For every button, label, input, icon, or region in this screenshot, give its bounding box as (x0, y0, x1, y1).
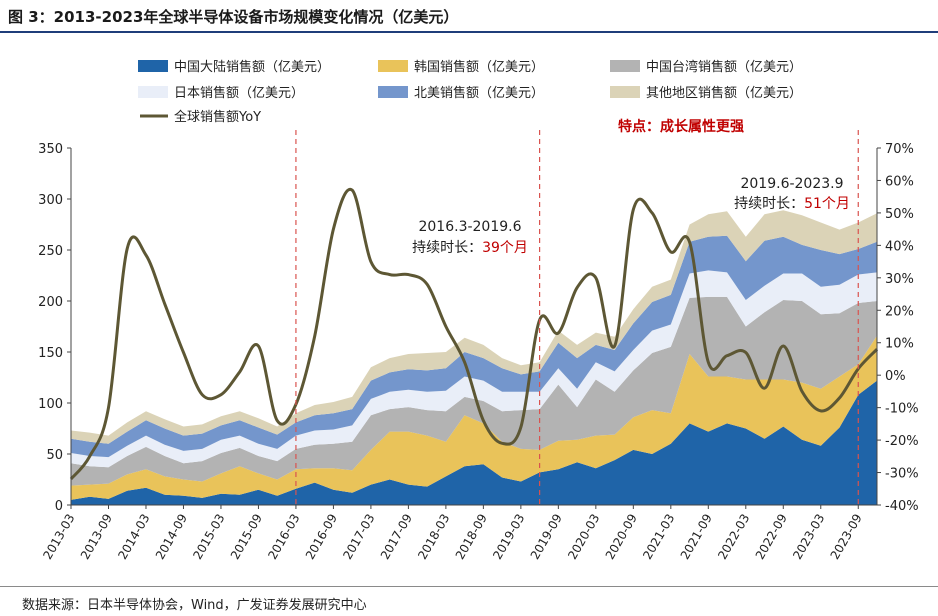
left-tick-label: 50 (46, 448, 63, 463)
legend-label-kr: 韩国销售额（亿美元） (414, 59, 544, 75)
x-tick-label: 2016-03 (265, 512, 302, 562)
x-tick-label: 2014-09 (153, 512, 190, 562)
x-tick-label: 2013-03 (40, 512, 77, 562)
area-na (71, 235, 877, 458)
right-tick-label: 30% (885, 272, 914, 287)
legend-label-cn: 中国大陆销售额（亿美元） (174, 59, 330, 75)
x-tick-label: 2015-03 (190, 512, 227, 562)
x-tick-label: 2020-09 (603, 512, 640, 562)
legend-label-yoy: 全球销售额YoY (174, 109, 261, 125)
right-tick-label: 40% (885, 239, 914, 254)
right-tick-label: 20% (885, 304, 914, 319)
area-other (71, 210, 877, 444)
area-tw (71, 296, 877, 486)
x-tick-label: 2018-03 (415, 512, 452, 562)
x-tick-label: 2017-09 (378, 512, 415, 562)
x-tick-label: 2021-03 (640, 512, 677, 562)
x-tick-label: 2016-09 (303, 512, 340, 562)
legend-swatch-jp (138, 86, 168, 98)
right-tick-label: -30% (885, 467, 919, 482)
data-source: 数据来源：日本半导体协会，Wind，广发证券发展研究中心 (22, 598, 367, 613)
left-tick-label: 100 (38, 397, 63, 412)
left-tick-label: 350 (38, 142, 63, 157)
right-tick-label: 60% (885, 174, 914, 189)
legend-label-jp: 日本销售额（亿美元） (174, 85, 304, 101)
right-tick-label: 50% (885, 207, 914, 222)
right-tick-label: -40% (885, 499, 919, 514)
legend-swatch-kr (378, 60, 408, 72)
x-tick-label: 2022-03 (715, 512, 752, 562)
period-1-range: 2016.3-2019.6 (418, 219, 521, 235)
left-tick-label: 300 (38, 193, 63, 208)
legend-label-na: 北美销售额（亿美元） (414, 85, 544, 101)
x-tick-label: 2019-09 (528, 512, 565, 562)
legend-label-tw: 中国台湾销售额（亿美元） (646, 59, 802, 75)
x-tick-label: 2023-03 (790, 512, 827, 562)
period-1-duration: 持续时长：39个月 (412, 239, 528, 256)
chart: 0 50 100 150 200 250 300 350 -40% -30% -20% -10% 0% 1… (38, 59, 919, 562)
title-divider (0, 31, 938, 33)
right-tick-label: 0% (885, 369, 906, 384)
right-tick-label: -20% (885, 434, 919, 449)
area-cn (71, 380, 877, 505)
legend-label-other: 其他地区销售额（亿美元） (646, 85, 802, 101)
right-tick-label: 10% (885, 337, 914, 352)
legend-swatch-tw (610, 60, 640, 72)
x-tick-label: 2023-09 (828, 512, 865, 562)
legend-swatch-cn (138, 60, 168, 72)
area-jp (71, 270, 877, 468)
x-tick-label: 2018-09 (453, 511, 490, 561)
legend-swatch-other (610, 86, 640, 98)
figure-title: 图 3：2013-2023年全球半导体设备市场规模变化情况（亿美元） (8, 8, 459, 26)
left-tick-label: 0 (55, 499, 63, 514)
x-tick-label: 2015-09 (228, 512, 265, 562)
x-tick-label: 2022-09 (753, 512, 790, 562)
x-tick-label: 2014-03 (115, 512, 152, 562)
legend-swatch-na (378, 86, 408, 98)
x-tick-label: 2021-09 (678, 512, 715, 562)
feature-annotation: 特点：成长属性更强 (618, 118, 744, 135)
x-tick-label: 2019-03 (490, 512, 527, 562)
left-tick-label: 250 (38, 244, 63, 259)
period-2-range: 2019.6-2023.9 (740, 176, 843, 192)
x-tick-label: 2020-03 (565, 512, 602, 562)
left-tick-label: 200 (38, 295, 63, 310)
period-2-duration: 持续时长：51个月 (734, 195, 850, 212)
x-tick-label: 2013-09 (78, 512, 115, 562)
right-tick-label: -10% (885, 402, 919, 417)
left-tick-label: 150 (38, 346, 63, 361)
yoy-line (69, 187, 879, 481)
right-tick-label: 70% (885, 142, 914, 157)
area-kr (71, 335, 877, 500)
x-tick-label: 2017-03 (340, 512, 377, 562)
footer-divider (0, 586, 938, 587)
